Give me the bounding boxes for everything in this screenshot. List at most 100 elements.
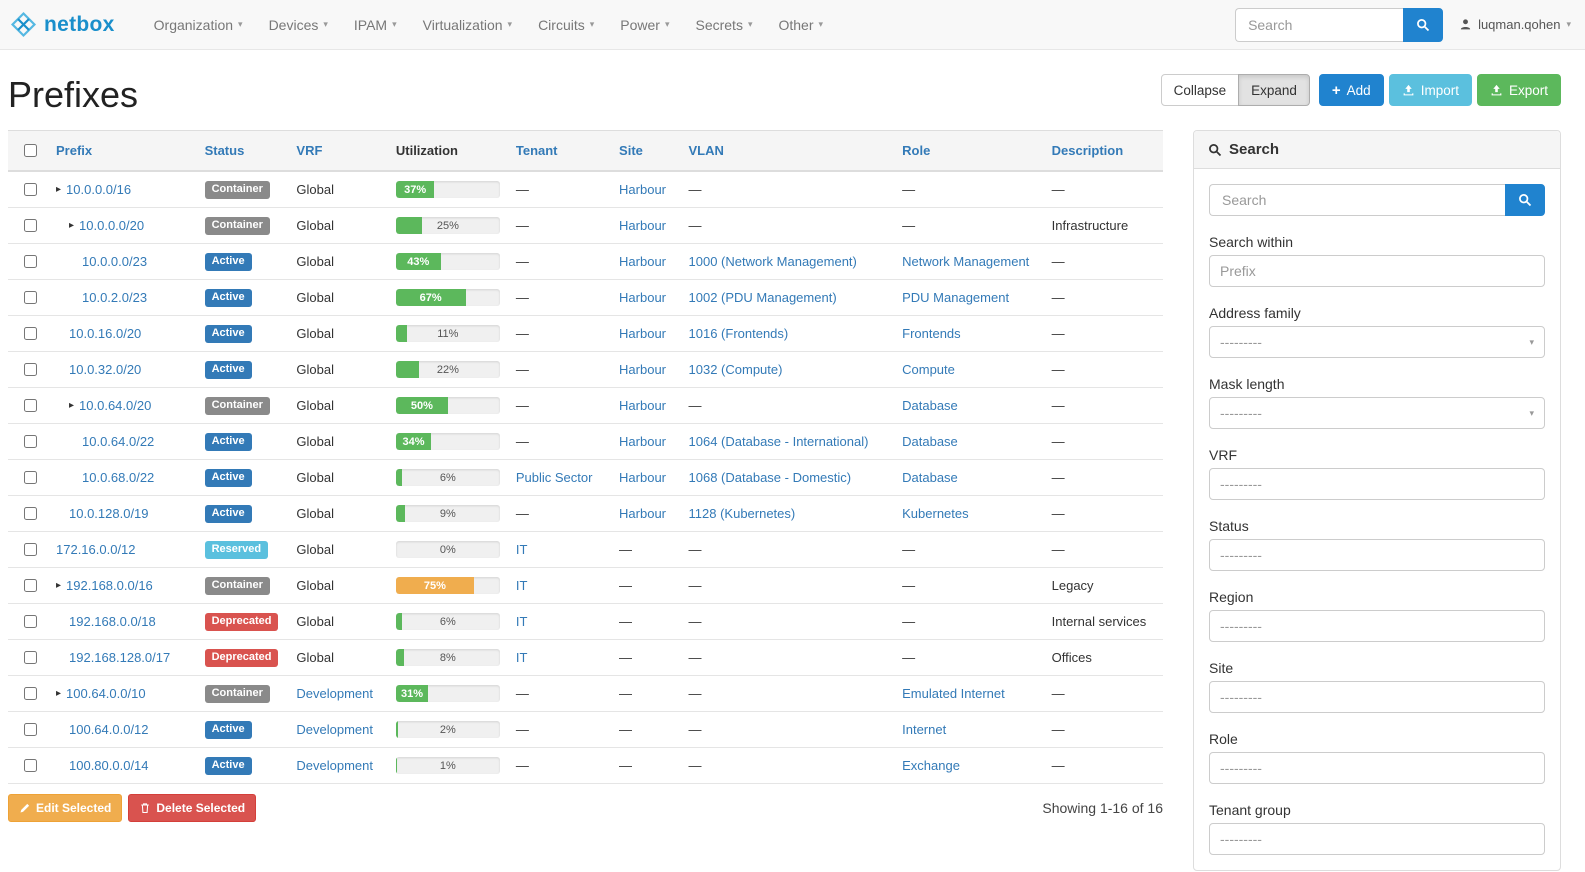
export-button[interactable]: Export bbox=[1476, 74, 1561, 106]
role-value[interactable]: Network Management bbox=[902, 254, 1030, 269]
row-checkbox[interactable] bbox=[24, 651, 37, 664]
prefix-link[interactable]: 100.64.0.0/12 bbox=[69, 722, 149, 737]
vlan-value[interactable]: 1128 (Kubernetes) bbox=[688, 506, 796, 521]
tenant-value[interactable]: IT bbox=[515, 614, 528, 629]
prefix-link[interactable]: 10.0.32.0/20 bbox=[69, 362, 142, 377]
prefix-link[interactable]: 100.64.0.0/10 bbox=[66, 686, 146, 701]
column-label[interactable]: Site bbox=[619, 143, 643, 158]
role-value[interactable]: Emulated Internet bbox=[902, 686, 1005, 701]
prefix-link[interactable]: 10.0.2.0/23 bbox=[82, 290, 148, 305]
vlan-value[interactable]: 1064 (Database - International) bbox=[688, 434, 869, 449]
filter-search-input[interactable] bbox=[1209, 184, 1505, 216]
prefix-link[interactable]: 172.16.0.0/12 bbox=[56, 542, 136, 557]
user-menu[interactable]: luqman.qohen ▾ bbox=[1459, 17, 1571, 32]
prefix-link[interactable]: 192.168.0.0/18 bbox=[69, 614, 156, 629]
prefix-link[interactable]: 10.0.0.0/16 bbox=[66, 182, 132, 197]
role-value[interactable]: Internet bbox=[902, 722, 947, 737]
vlan-value[interactable]: 1032 (Compute) bbox=[688, 362, 783, 377]
row-checkbox[interactable] bbox=[24, 615, 37, 628]
field-input[interactable] bbox=[1209, 681, 1545, 713]
vlan-value[interactable]: 1002 (PDU Management) bbox=[688, 290, 837, 305]
column-header-vlan[interactable]: VLAN bbox=[680, 130, 895, 172]
row-checkbox[interactable] bbox=[24, 291, 37, 304]
column-header-vrf[interactable]: VRF bbox=[288, 130, 388, 172]
prefix-link[interactable]: 10.0.0.0/23 bbox=[82, 254, 148, 269]
field-select[interactable]: --------- ▾ bbox=[1209, 397, 1545, 429]
vrf-value[interactable]: Development bbox=[296, 686, 374, 701]
vlan-value[interactable]: 1016 (Frontends) bbox=[688, 326, 789, 341]
expand-caret-icon[interactable]: ▸ bbox=[69, 399, 75, 411]
nav-item-virtualization[interactable]: Virtualization ▾ bbox=[410, 9, 525, 41]
field-input[interactable] bbox=[1209, 468, 1545, 500]
site-value[interactable]: Harbour bbox=[619, 506, 666, 521]
prefix-link[interactable]: 10.0.64.0/22 bbox=[82, 434, 155, 449]
brand[interactable]: netbox bbox=[10, 11, 115, 38]
expand-caret-icon[interactable]: ▸ bbox=[69, 219, 75, 231]
role-value[interactable]: Database bbox=[902, 434, 958, 449]
navbar-search-button[interactable] bbox=[1403, 7, 1444, 42]
field-select[interactable]: --------- ▾ bbox=[1209, 326, 1545, 358]
row-checkbox[interactable] bbox=[24, 759, 37, 772]
row-checkbox[interactable] bbox=[24, 543, 37, 556]
column-header-prefix[interactable]: Prefix bbox=[48, 130, 197, 172]
row-checkbox[interactable] bbox=[24, 255, 37, 268]
row-checkbox[interactable] bbox=[24, 471, 37, 484]
site-value[interactable]: Harbour bbox=[619, 218, 666, 233]
role-value[interactable]: Exchange bbox=[902, 758, 960, 773]
site-value[interactable]: Harbour bbox=[619, 326, 666, 341]
site-value[interactable]: Harbour bbox=[619, 182, 666, 197]
prefix-link[interactable]: 192.168.0.0/16 bbox=[66, 578, 153, 593]
prefix-link[interactable]: 10.0.68.0/22 bbox=[82, 470, 155, 485]
row-checkbox[interactable] bbox=[24, 363, 37, 376]
column-label[interactable]: Status bbox=[204, 143, 245, 158]
column-header-description[interactable]: Description bbox=[1043, 130, 1163, 172]
tenant-value[interactable]: IT bbox=[515, 650, 528, 665]
row-checkbox[interactable] bbox=[24, 687, 37, 700]
column-label[interactable]: VLAN bbox=[688, 143, 724, 158]
vrf-value[interactable]: Development bbox=[296, 758, 374, 773]
row-checkbox[interactable] bbox=[24, 327, 37, 340]
row-checkbox[interactable] bbox=[24, 219, 37, 232]
filter-search-button[interactable] bbox=[1505, 184, 1545, 216]
prefix-link[interactable]: 192.168.128.0/17 bbox=[69, 650, 171, 665]
prefix-link[interactable]: 100.80.0.0/14 bbox=[69, 758, 149, 773]
column-label[interactable]: Description bbox=[1051, 143, 1124, 158]
import-button[interactable]: Import bbox=[1388, 74, 1472, 106]
prefix-link[interactable]: 10.0.64.0/20 bbox=[79, 398, 152, 413]
field-input[interactable] bbox=[1209, 255, 1545, 287]
row-checkbox[interactable] bbox=[24, 435, 37, 448]
column-label[interactable]: VRF bbox=[296, 143, 323, 158]
nav-item-circuits[interactable]: Circuits ▾ bbox=[525, 9, 607, 41]
vlan-value[interactable]: 1000 (Network Management) bbox=[688, 254, 857, 269]
nav-item-secrets[interactable]: Secrets ▾ bbox=[682, 9, 765, 41]
prefix-link[interactable]: 10.0.16.0/20 bbox=[69, 326, 142, 341]
nav-item-other[interactable]: Other ▾ bbox=[765, 9, 836, 41]
vlan-value[interactable]: 1068 (Database - Domestic) bbox=[688, 470, 852, 485]
column-label[interactable]: Prefix bbox=[56, 143, 93, 158]
site-value[interactable]: Harbour bbox=[619, 362, 666, 377]
role-value[interactable]: Database bbox=[902, 398, 958, 413]
field-input[interactable] bbox=[1209, 823, 1545, 855]
site-value[interactable]: Harbour bbox=[619, 254, 666, 269]
expand-caret-icon[interactable]: ▸ bbox=[56, 579, 62, 591]
field-input[interactable] bbox=[1209, 752, 1545, 784]
collapse-button[interactable]: Collapse bbox=[1160, 74, 1240, 106]
edit-selected-button[interactable]: Edit Selected bbox=[8, 794, 123, 822]
role-value[interactable]: Compute bbox=[902, 362, 955, 377]
column-header-site[interactable]: Site bbox=[611, 130, 681, 172]
site-value[interactable]: Harbour bbox=[619, 434, 666, 449]
tenant-value[interactable]: Public Sector bbox=[515, 470, 593, 485]
role-value[interactable]: Kubernetes bbox=[902, 506, 969, 521]
site-value[interactable]: Harbour bbox=[619, 290, 666, 305]
role-value[interactable]: Database bbox=[902, 470, 958, 485]
prefix-link[interactable]: 10.0.0.0/20 bbox=[79, 218, 145, 233]
row-checkbox[interactable] bbox=[24, 507, 37, 520]
site-value[interactable]: Harbour bbox=[619, 470, 666, 485]
nav-item-organization[interactable]: Organization ▾ bbox=[141, 9, 256, 41]
tenant-value[interactable]: IT bbox=[515, 578, 528, 593]
expand-caret-icon[interactable]: ▸ bbox=[56, 183, 62, 195]
column-label[interactable]: Tenant bbox=[515, 143, 558, 158]
column-header-role[interactable]: Role bbox=[894, 130, 1044, 172]
nav-item-power[interactable]: Power ▾ bbox=[607, 9, 682, 41]
role-value[interactable]: Frontends bbox=[902, 326, 961, 341]
